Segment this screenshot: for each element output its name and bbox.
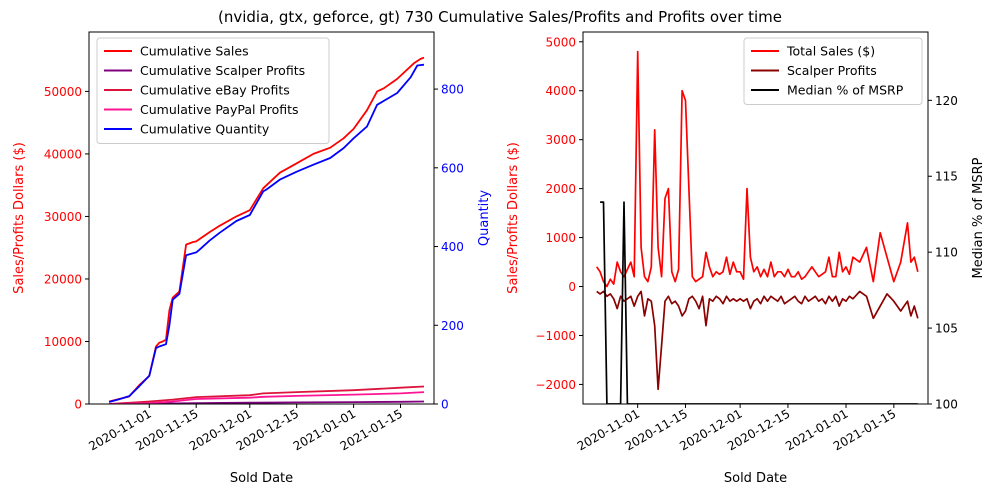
y-tick-label: 4000 — [545, 84, 576, 98]
series-line-2 — [596, 290, 919, 391]
legend: Total Sales ($) Scalper Profits Median % o… — [743, 37, 923, 105]
y2-tick-label: 400 — [441, 240, 464, 254]
y2-tick-label: 105 — [935, 322, 958, 336]
series-line-1 — [596, 50, 919, 288]
legend-label: Cumulative Sales — [140, 44, 249, 59]
plot-frame — [88, 31, 435, 405]
x-axis-label: Sold Date — [724, 471, 787, 486]
y2-tick-label: 110 — [935, 246, 958, 260]
legend: Cumulative Sales Cumulative Scalper Profi… — [96, 37, 330, 144]
y2-tick-label: 800 — [441, 83, 464, 97]
series-lines — [596, 50, 919, 404]
legend-label: Scalper Profits — [787, 63, 877, 78]
y-axis-label: Sales/Profits Dollars ($) — [12, 142, 27, 294]
y2-axis-label: Quantity — [477, 190, 492, 246]
legend-box — [96, 37, 330, 144]
y-tick-label: 3000 — [545, 133, 576, 147]
y-tick-label: 20000 — [44, 272, 82, 286]
y-tick-label: 5000 — [545, 35, 576, 49]
plot-frame — [582, 31, 929, 405]
legend-label: Cumulative PayPal Profits — [140, 102, 299, 117]
y2-tick-label: 120 — [935, 94, 958, 108]
y-tick-label: 50000 — [44, 85, 82, 99]
series-line-4 — [109, 391, 425, 404]
legend-label: Cumulative Quantity — [140, 122, 270, 137]
series-line-1 — [108, 56, 425, 403]
y-tick-label: 0 — [74, 398, 82, 412]
legend-label: Cumulative eBay Profits — [140, 83, 290, 98]
right-chart-panel: 2020-11-012020-11-152020-12-012020-12-15… — [506, 31, 986, 486]
y2-tick-label: 200 — [441, 319, 464, 333]
legend-label: Total Sales ($) — [786, 44, 875, 59]
y2-tick-label: 600 — [441, 161, 464, 175]
x-axis-label: Sold Date — [230, 471, 293, 486]
y-tick-label: 1000 — [545, 231, 576, 245]
y-tick-label: −2000 — [535, 378, 576, 392]
y2-axis-label: Median % of MSRP — [971, 157, 986, 278]
series-line-5 — [108, 63, 425, 403]
y-tick-label: 0 — [568, 280, 576, 294]
y2-tick-label: 100 — [935, 398, 958, 412]
y2-tick-label: 0 — [441, 398, 449, 412]
left-chart-panel: 2020-11-012020-11-152020-12-012020-12-15… — [12, 31, 492, 486]
y-tick-label: 30000 — [44, 210, 82, 224]
figure-title: (nvidia, gtx, geforce, gt) 730 Cumulativ… — [218, 8, 782, 26]
y-tick-label: 2000 — [545, 182, 576, 196]
legend-box — [743, 37, 923, 105]
y2-tick-label: 115 — [935, 170, 958, 184]
legend-label: Cumulative Scalper Profits — [140, 63, 305, 78]
y-tick-label: 40000 — [44, 147, 82, 161]
legend-label: Median % of MSRP — [787, 83, 904, 98]
y-tick-label: −1000 — [535, 329, 576, 343]
series-line-3 — [109, 385, 425, 404]
y-axis-label: Sales/Profits Dollars ($) — [506, 142, 521, 294]
y-tick-label: 10000 — [44, 335, 82, 349]
